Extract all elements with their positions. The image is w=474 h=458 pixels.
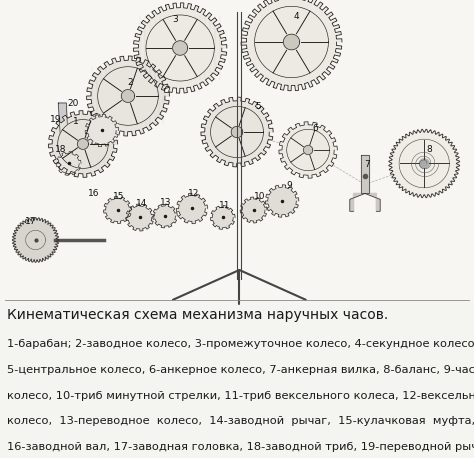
Text: 16: 16 bbox=[88, 189, 100, 198]
Polygon shape bbox=[173, 41, 188, 55]
Polygon shape bbox=[176, 193, 208, 224]
Polygon shape bbox=[133, 3, 227, 93]
Polygon shape bbox=[241, 0, 342, 91]
Polygon shape bbox=[240, 197, 267, 223]
Polygon shape bbox=[210, 106, 264, 158]
Bar bbox=[0, 0, 474, 300]
Text: 6: 6 bbox=[312, 125, 318, 133]
Polygon shape bbox=[283, 34, 300, 50]
Polygon shape bbox=[210, 206, 235, 229]
Text: 3: 3 bbox=[173, 15, 178, 24]
Polygon shape bbox=[361, 155, 369, 193]
Text: 15: 15 bbox=[113, 192, 124, 201]
Polygon shape bbox=[231, 126, 243, 137]
Polygon shape bbox=[121, 90, 135, 103]
Text: 12: 12 bbox=[188, 189, 199, 198]
Polygon shape bbox=[12, 218, 59, 262]
Polygon shape bbox=[77, 139, 89, 149]
Polygon shape bbox=[146, 15, 214, 81]
Polygon shape bbox=[58, 103, 69, 158]
Polygon shape bbox=[87, 56, 169, 136]
Polygon shape bbox=[103, 196, 131, 224]
Text: 4: 4 bbox=[293, 12, 299, 21]
Text: 5-центральное колесо, 6-анкерное колесо, 7-анкерная вилка, 8-баланс, 9-часовое: 5-центральное колесо, 6-анкерное колесо,… bbox=[7, 365, 474, 375]
Polygon shape bbox=[98, 67, 158, 125]
Polygon shape bbox=[56, 152, 81, 175]
Polygon shape bbox=[419, 159, 429, 168]
Text: 1: 1 bbox=[73, 117, 79, 126]
Text: 13: 13 bbox=[160, 198, 172, 207]
Polygon shape bbox=[279, 122, 337, 178]
Polygon shape bbox=[201, 97, 273, 167]
Text: колесо,  13-переводное  колесо,  14-заводной  рычаг,  15-кулачковая  муфта,: колесо, 13-переводное колесо, 14-заводно… bbox=[7, 416, 474, 426]
Text: 5: 5 bbox=[255, 102, 261, 111]
Text: 8: 8 bbox=[426, 146, 432, 154]
Polygon shape bbox=[389, 129, 460, 198]
Text: 14: 14 bbox=[136, 200, 147, 208]
Polygon shape bbox=[255, 6, 328, 78]
Polygon shape bbox=[126, 204, 154, 231]
Text: колесо, 10-триб минутной стрелки, 11-триб вексельного колеса, 12-вексельное: колесо, 10-триб минутной стрелки, 11-три… bbox=[7, 391, 474, 401]
Polygon shape bbox=[287, 129, 329, 171]
Polygon shape bbox=[58, 120, 108, 169]
Polygon shape bbox=[265, 185, 299, 217]
Text: 16-заводной вал, 17-заводная головка, 18-заводной триб, 19-переводной рычаг,: 16-заводной вал, 17-заводная головка, 18… bbox=[7, 442, 474, 452]
Text: 18: 18 bbox=[55, 146, 66, 154]
Text: 2: 2 bbox=[128, 78, 133, 87]
Text: 19: 19 bbox=[50, 115, 62, 125]
Text: 11: 11 bbox=[219, 201, 231, 210]
Polygon shape bbox=[153, 204, 177, 228]
Text: 7: 7 bbox=[365, 160, 370, 169]
Polygon shape bbox=[48, 111, 118, 177]
Polygon shape bbox=[85, 114, 118, 147]
Polygon shape bbox=[350, 193, 365, 211]
Text: 10: 10 bbox=[254, 192, 265, 201]
Text: 17: 17 bbox=[25, 218, 36, 227]
Text: 20: 20 bbox=[68, 99, 79, 108]
Text: 1-барабан; 2-заводное колесо, 3-промежуточное колесо, 4-секундное колесо,: 1-барабан; 2-заводное колесо, 3-промежут… bbox=[7, 339, 474, 349]
Polygon shape bbox=[303, 146, 313, 154]
Text: Кинематическая схема механизма наручных часов.: Кинематическая схема механизма наручных … bbox=[7, 308, 388, 322]
Polygon shape bbox=[365, 193, 380, 211]
Text: 9: 9 bbox=[286, 181, 292, 191]
